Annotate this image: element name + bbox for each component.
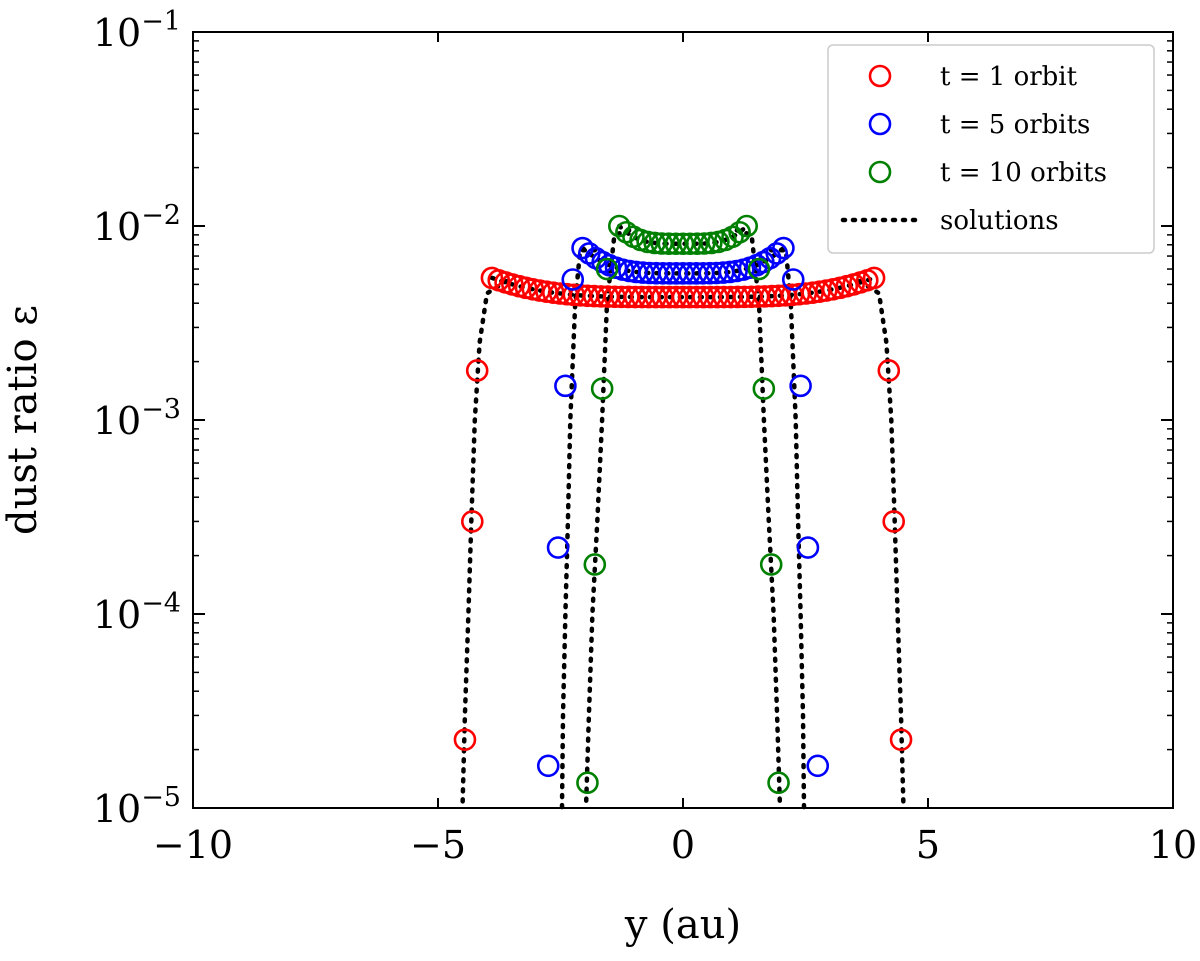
y-tick-exponent: −3 — [141, 394, 181, 425]
solution-curve — [583, 228, 632, 811]
data-point — [882, 510, 906, 533]
legend-label: t = 5 orbits — [940, 110, 1090, 140]
x-tick-label: −5 — [410, 823, 466, 867]
data-point — [728, 220, 751, 244]
data-point — [460, 510, 484, 533]
data-point — [877, 359, 901, 382]
data-point — [636, 230, 659, 254]
legend-label: solutions — [940, 206, 1059, 236]
data-point — [747, 257, 771, 281]
data-point — [765, 242, 789, 265]
data-point — [862, 266, 886, 290]
data-point — [453, 728, 477, 751]
solution-curve — [734, 228, 783, 811]
data-point — [735, 214, 759, 238]
y-tick-label: 10−2 — [93, 200, 181, 249]
data-point — [554, 374, 577, 398]
solution-curve — [559, 247, 598, 811]
data-point — [772, 236, 795, 260]
y-tick-exponent: −5 — [141, 782, 181, 813]
legend-marker — [868, 64, 892, 88]
data-point — [685, 232, 709, 256]
legend-label: t = 1 orbit — [940, 62, 1078, 92]
data-markers — [453, 214, 913, 795]
y-tick-label: 10−1 — [93, 6, 181, 55]
y-tick-base: 10 — [93, 787, 141, 831]
solution-curve — [857, 278, 906, 811]
data-point — [796, 536, 820, 559]
y-axis-title: dust ratio ε — [0, 305, 46, 535]
data-point — [576, 771, 599, 795]
legend-box — [827, 44, 1155, 254]
data-point — [595, 257, 619, 281]
x-tick-label: 0 — [671, 823, 695, 867]
data-point — [700, 231, 723, 255]
data-point — [692, 232, 716, 255]
y-tick-exponent: −1 — [141, 6, 181, 37]
y-tick-exponent: −2 — [141, 200, 181, 231]
data-point — [465, 359, 489, 382]
data-point — [806, 754, 830, 778]
data-point — [789, 374, 812, 398]
legend-label: t = 10 orbits — [940, 158, 1107, 188]
data-point — [536, 754, 560, 778]
legend-marker — [868, 160, 892, 184]
legend-marker — [868, 112, 892, 136]
x-tick-label: 10 — [1149, 823, 1197, 867]
x-tick-label: −10 — [153, 823, 233, 867]
data-point — [889, 728, 913, 751]
data-point — [752, 377, 776, 400]
y-tick-base: 10 — [93, 11, 141, 55]
y-tick-exponent: −4 — [141, 588, 181, 619]
y-tick-base: 10 — [93, 593, 141, 637]
data-point — [583, 553, 607, 576]
data-point — [546, 536, 570, 559]
y-tick-label: 10−3 — [93, 394, 181, 443]
solution-curve — [460, 278, 509, 811]
y-tick-base: 10 — [93, 205, 141, 249]
data-point — [561, 268, 585, 291]
x-tick-label: 5 — [916, 823, 940, 867]
data-point — [767, 771, 790, 795]
x-axis-title: y (au) — [624, 902, 741, 948]
data-point — [590, 377, 614, 400]
data-point — [607, 214, 631, 238]
y-tick-base: 10 — [93, 399, 141, 443]
data-point — [759, 553, 783, 576]
solution-plateau — [617, 223, 749, 247]
y-tick-label: 10−4 — [93, 588, 181, 637]
solution-curve — [768, 247, 807, 811]
y-tick-label: 10−5 — [93, 782, 181, 831]
data-point — [781, 268, 805, 291]
axis-ticks — [192, 31, 1174, 809]
legend: t = 1 orbit t = 5 orbits t = 10 orbits solu… — [827, 44, 1155, 254]
